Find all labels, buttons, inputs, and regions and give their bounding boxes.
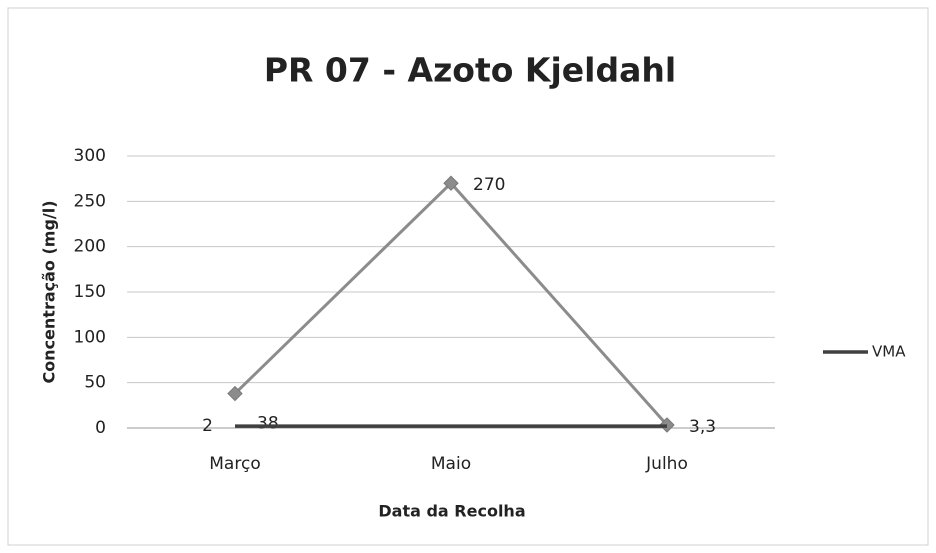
legend-label: VMA <box>872 343 906 361</box>
data-label: 2 <box>202 416 213 436</box>
data-label: 270 <box>473 175 505 195</box>
y-tick-label: 250 <box>74 191 106 211</box>
y-tick-label: 200 <box>74 237 106 257</box>
x-axis-label: Data da Recolha <box>378 502 525 521</box>
x-tick-label: Julho <box>645 454 688 474</box>
data-point <box>227 385 243 402</box>
chart-frame <box>7 7 929 546</box>
data-point <box>443 175 459 191</box>
chart-title: PR 07 - Azoto Kjeldahl <box>264 51 676 90</box>
y-tick-label: 300 <box>74 146 106 166</box>
data-label: 3,3 <box>689 417 716 437</box>
x-tick-label: Maio <box>431 454 471 474</box>
y-tick-label: 50 <box>84 373 106 393</box>
y-tick-label: 100 <box>74 327 106 347</box>
y-tick-label: 0 <box>95 418 106 438</box>
data-label: 38 <box>257 414 279 434</box>
y-tick-label: 150 <box>74 282 106 302</box>
y-axis-label: Concentração (mg/l) <box>40 200 59 383</box>
x-tick-label: Março <box>209 454 260 474</box>
